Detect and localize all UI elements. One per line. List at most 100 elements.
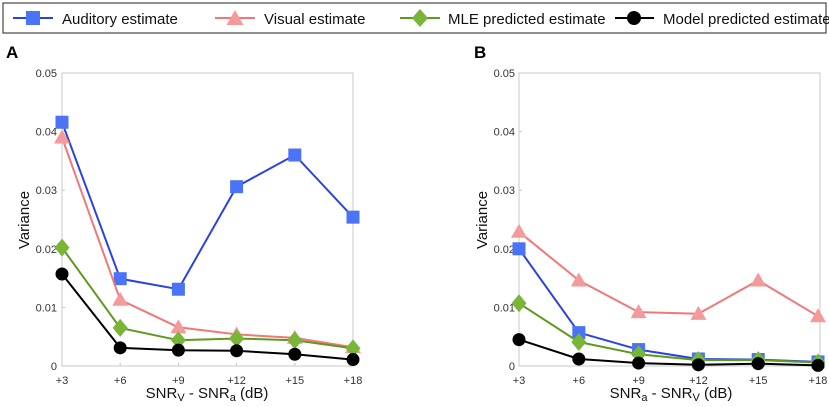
panel-a-ytick-label: 0.01 bbox=[36, 302, 57, 314]
panel-a-model-point bbox=[55, 267, 69, 281]
legend-label-visual: Visual estimate bbox=[264, 11, 365, 28]
panel-b-xtick-label: +12 bbox=[689, 375, 708, 387]
legend-item-auditory: Auditory estimate bbox=[13, 11, 178, 28]
panel-a-ytick-label: 0.03 bbox=[36, 185, 57, 197]
triangle-marker-icon bbox=[226, 10, 244, 25]
panel-b-visual-point bbox=[810, 308, 826, 323]
panel-a-xtick-label: +15 bbox=[285, 375, 304, 387]
panel-a-xtick-label: +3 bbox=[56, 375, 69, 387]
panel-a: A Variance SNRV - SNRa (dB) 0 0.01 0.02 0.0… bbox=[6, 43, 362, 404]
panel-a-auditory-point bbox=[288, 148, 302, 162]
panel-b-xtick-label: +15 bbox=[749, 375, 768, 387]
panel-a-xtick-label: +12 bbox=[227, 375, 246, 387]
legend: Auditory estimate Visual estimate MLE pr… bbox=[2, 2, 829, 34]
panel-b-xtick-label: +9 bbox=[632, 375, 645, 387]
legend-label-auditory: Auditory estimate bbox=[62, 11, 178, 28]
panel-a-mle-point bbox=[229, 329, 245, 348]
panel-b: B Variance SNRa - SNRV (dB) 0 0.01 0.02 0.0… bbox=[474, 43, 827, 404]
panel-b-auditory-line bbox=[518, 248, 819, 363]
panel-a-model-line bbox=[61, 273, 354, 361]
panel-b-xtick-label: +6 bbox=[573, 375, 586, 387]
panel-a-plot-frame bbox=[61, 72, 354, 367]
panel-a-visual-line bbox=[61, 137, 354, 349]
panel-b-ytick-label: 0.03 bbox=[494, 185, 515, 197]
panel-a-auditory-line bbox=[61, 121, 354, 291]
panel-a-auditory-point bbox=[346, 210, 360, 224]
panel-a-model-point bbox=[288, 347, 302, 361]
panel-b-mle-point bbox=[511, 294, 527, 313]
panel-b-ytick-label: 0.01 bbox=[494, 302, 515, 314]
panel-b-xlabel-mid: - SNR bbox=[647, 385, 692, 402]
panel-a-xlabel-mid: - SNR bbox=[185, 385, 230, 402]
panel-b-mle-line bbox=[518, 302, 819, 364]
panel-a-xtick-label: +9 bbox=[172, 375, 185, 387]
panel-a-xlabel-suffix: (dB) bbox=[236, 385, 269, 402]
panel-a-visual-point bbox=[112, 291, 129, 306]
panel-a-ytick-label: 0.02 bbox=[36, 244, 57, 256]
legend-item-mle: MLE predicted estimate bbox=[400, 9, 606, 28]
panel-a-xtick-label: +6 bbox=[114, 375, 127, 387]
panel-b-y-axis-label: Variance bbox=[474, 191, 491, 249]
panel-b-ytick-label: 0.04 bbox=[494, 127, 515, 139]
panel-a-model-point bbox=[346, 353, 360, 367]
panel-a-mle-point bbox=[170, 331, 186, 350]
panel-a-auditory-point bbox=[230, 180, 244, 194]
panel-b-plot-frame bbox=[518, 72, 821, 367]
panel-b-model-line bbox=[518, 338, 819, 367]
panel-b-auditory-point bbox=[572, 326, 586, 340]
circle-marker-icon bbox=[627, 11, 641, 25]
panel-a-mle-point bbox=[287, 331, 303, 350]
legend-item-model: Model predicted estimate bbox=[615, 11, 829, 28]
panel-a-label: A bbox=[6, 43, 18, 62]
panel-a-auditory-point bbox=[171, 282, 185, 296]
panel-a-xlabel-sub1: V bbox=[177, 392, 185, 404]
panel-b-visual-point bbox=[570, 272, 587, 287]
panel-b-auditory-point bbox=[512, 242, 526, 256]
legend-label-model: Model predicted estimate bbox=[663, 11, 829, 28]
panel-b-visual-point bbox=[630, 304, 647, 319]
panel-a-y-axis-label: Variance bbox=[16, 191, 33, 249]
panel-a-mle-point bbox=[54, 238, 70, 257]
panel-a-ytick-label: 0.05 bbox=[36, 68, 57, 80]
panel-a-auditory-point bbox=[113, 272, 127, 286]
panel-b-series bbox=[511, 223, 826, 372]
panel-b-model-point bbox=[691, 358, 705, 372]
panel-a-ytick-label: 0.04 bbox=[36, 127, 57, 139]
panel-a-xlabel-prefix: SNR bbox=[146, 385, 178, 402]
panel-b-ytick-label: 0.02 bbox=[494, 244, 515, 256]
panel-b-xlabel-suffix: (dB) bbox=[700, 385, 733, 402]
panel-a-model-point bbox=[113, 341, 127, 355]
panel-a-model-point bbox=[230, 344, 244, 358]
legend-label-mle: MLE predicted estimate bbox=[448, 11, 606, 28]
panel-b-visual-point bbox=[750, 272, 767, 287]
panel-a-series bbox=[54, 115, 361, 367]
panel-a-mle-line bbox=[61, 247, 354, 350]
square-marker-icon bbox=[26, 11, 40, 25]
diamond-marker-icon bbox=[412, 9, 428, 27]
panel-b-xlabel-sub2: V bbox=[692, 392, 700, 404]
panel-b-xtick-label: +3 bbox=[513, 375, 526, 387]
panel-b-visual-point bbox=[690, 305, 707, 320]
panel-b-ytick-label: 0 bbox=[509, 361, 515, 373]
panel-b-model-point bbox=[811, 358, 825, 372]
panel-b-label: B bbox=[474, 43, 486, 62]
panel-b-model-point bbox=[751, 357, 765, 371]
panel-b-visual-point bbox=[511, 223, 527, 238]
panel-b-model-point bbox=[632, 356, 646, 370]
panel-b-ytick-label: 0.05 bbox=[494, 68, 515, 80]
panel-b-xlabel-sub1: a bbox=[641, 392, 648, 404]
panel-a-auditory-point bbox=[55, 115, 69, 129]
panel-a-x-axis-label: SNRV - SNRa (dB) bbox=[146, 385, 269, 404]
panel-b-mle-point bbox=[571, 332, 587, 351]
panel-a-model-point bbox=[171, 343, 185, 357]
panel-a-mle-point bbox=[112, 318, 128, 337]
panel-a-xlabel-sub2: a bbox=[230, 392, 237, 404]
panel-a-ytick-label: 0 bbox=[51, 361, 57, 373]
panel-b-visual-line bbox=[518, 231, 819, 318]
panel-b-xtick-label: +18 bbox=[809, 375, 828, 387]
panel-a-xtick-label: +18 bbox=[344, 375, 363, 387]
panel-a-ticks: 0 0.01 0.02 0.03 0.04 0.05 +3 +6 +9 +12 +15 +18 bbox=[36, 68, 363, 387]
panel-a-visual-point bbox=[170, 319, 187, 334]
panel-b-x-axis-label: SNRa - SNRV (dB) bbox=[610, 385, 733, 404]
